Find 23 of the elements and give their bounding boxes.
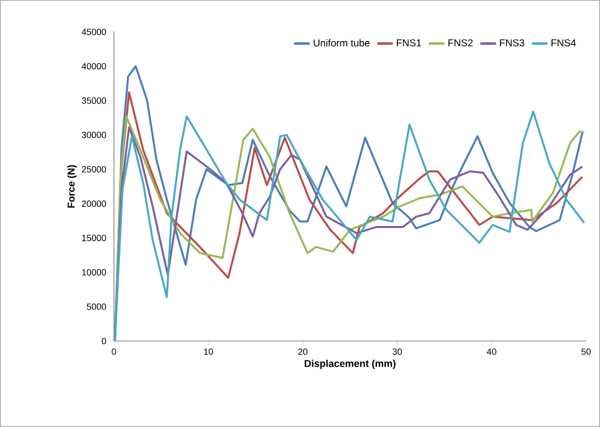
y-tick-label: 45000	[82, 28, 106, 36]
x-tick-label: 0	[112, 348, 116, 355]
y-tick-label: 5000	[86, 304, 106, 310]
y-tick-label: 40000	[82, 63, 106, 70]
legend-label: FNS1	[396, 39, 422, 46]
y-tick-label: 15000	[82, 234, 106, 242]
y-tick-label: 35000	[82, 97, 106, 104]
y-axis-title: Force (N)	[67, 165, 77, 208]
y-tick-label: 20000	[82, 200, 106, 207]
y-tick-label: 10000	[82, 269, 106, 276]
legend-label: FNS4	[552, 39, 576, 46]
legend-label: Uniform tube	[314, 39, 370, 47]
y-tick-label: 25000	[82, 166, 106, 172]
y-tick-label: 0	[102, 338, 106, 344]
y-tick-label: 30000	[82, 132, 106, 138]
legend-label: FNS3	[500, 39, 524, 46]
legend-label: FNS2	[448, 39, 473, 46]
x-tick-label: 10	[204, 348, 214, 355]
x-tick-label: 30	[392, 348, 402, 355]
x-axis-title: Displacement (mm)	[304, 360, 396, 370]
x-tick-label: 50	[581, 348, 591, 355]
x-tick-label: 40	[486, 348, 496, 355]
x-tick-label: 20	[298, 348, 308, 355]
